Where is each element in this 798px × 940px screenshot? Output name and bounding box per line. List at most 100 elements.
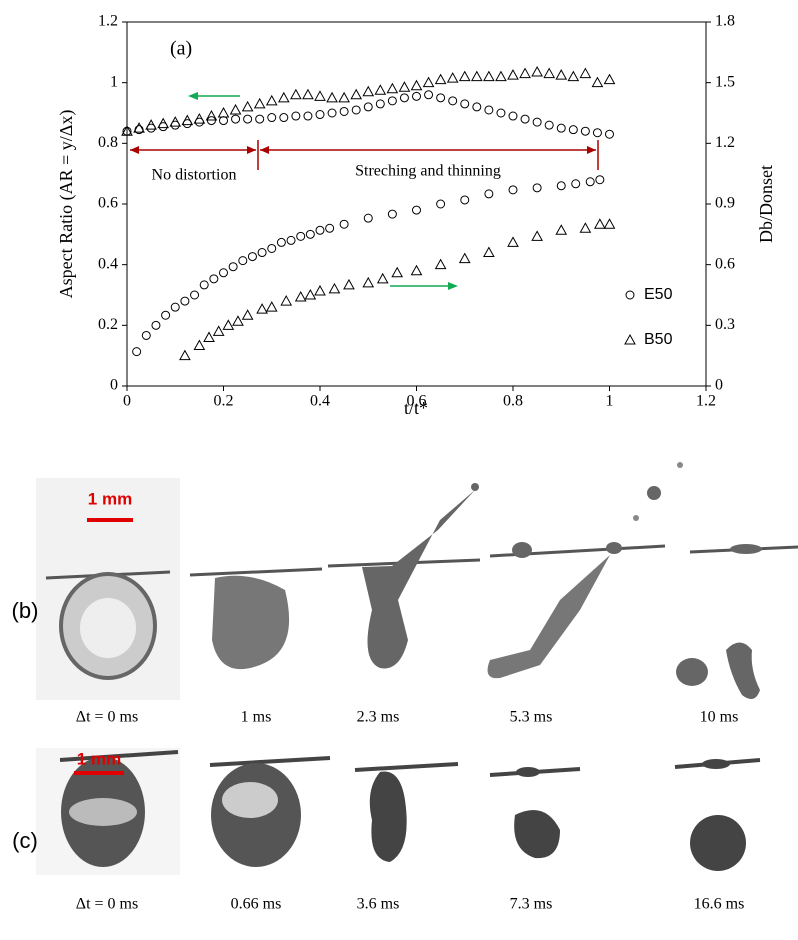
annotation: No distortion [152,167,237,184]
y-tick-label: 0 [110,377,118,394]
marker [556,123,566,133]
droplet-highlight [69,798,137,826]
marker [387,209,397,219]
marker [375,99,385,109]
marker [446,72,459,83]
marker [422,76,435,88]
marker [199,280,209,290]
marker [286,235,296,245]
marker [458,70,471,82]
satellite [677,462,683,468]
marker [205,110,218,121]
marker [470,70,483,82]
annotation: Streching and thinning [355,163,501,180]
marker [448,96,458,106]
photo-caption: 5.3 ms [510,709,553,726]
marker [339,106,349,116]
droplet [606,542,622,554]
marker [472,102,482,112]
marker [314,90,326,101]
marker [595,175,605,185]
marker [206,116,216,126]
x-tick-label: 0.4 [310,393,330,410]
droplet-highlight [80,598,136,658]
y2-tick-label: 1.2 [715,134,735,151]
marker [265,94,278,106]
marker [343,278,355,290]
marker [363,102,373,112]
x-tick-label: 0.2 [214,393,234,410]
marker [580,126,590,136]
marker [169,116,182,127]
marker [231,114,241,124]
marker [315,110,325,120]
panel-label: (b) [12,598,39,623]
marker [161,310,171,320]
x-tick-label: 1 [606,393,614,410]
photo-caption: 2.3 ms [357,709,400,726]
x-tick-label: 0.6 [407,393,427,410]
marker [133,122,145,133]
marker [243,114,253,124]
satellite [633,515,639,521]
marker [257,248,267,258]
marker [265,301,278,312]
marker [603,218,616,229]
marker [410,264,423,276]
droplet [512,542,532,558]
marker [350,88,363,100]
marker [391,266,404,278]
marker [228,262,238,272]
marker [302,88,314,100]
x-tick-label: 0 [123,393,131,410]
marker [279,113,289,123]
marker [229,103,242,115]
marker [591,76,604,88]
marker [507,236,519,247]
marker [193,113,206,124]
marker [267,113,277,123]
droplet [516,767,540,777]
marker [495,70,507,82]
marker [180,296,190,306]
photo-caption: 7.3 ms [510,896,553,913]
marker [277,91,290,103]
panel-label: (c) [12,828,38,853]
marker [555,69,568,80]
marker [304,288,317,300]
legend-label: B50 [644,331,673,348]
x-tick-label: 0.8 [503,393,523,410]
marker [238,256,248,266]
plot-frame [126,21,707,387]
marker [592,128,602,138]
marker [603,73,616,85]
marker [460,195,470,205]
panel-label: (a) [170,38,192,60]
marker [217,106,230,118]
marker [556,181,566,191]
y2-tick-label: 0.9 [715,195,735,212]
y2-tick-label: 0 [715,377,723,394]
marker [585,177,595,187]
y2-axis-label: Db/Donset [756,165,776,243]
needle [189,567,323,577]
marker [568,125,578,135]
marker [543,67,556,79]
marker [291,111,301,121]
marker [376,272,389,284]
marker [412,205,421,215]
droplet-highlight [222,782,278,818]
marker [605,129,614,139]
marker [387,96,397,106]
marker [544,120,554,130]
marker [567,70,580,82]
photo-caption: Δt = 0 ms [76,709,138,726]
marker [484,105,494,115]
marker [179,349,191,361]
droplet [212,575,290,670]
droplet [487,555,610,679]
marker [579,222,592,233]
marker [303,111,313,121]
marker [203,331,215,342]
marker [276,237,286,247]
